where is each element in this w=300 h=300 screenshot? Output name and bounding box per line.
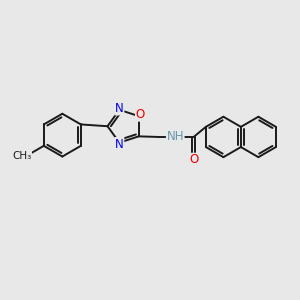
Text: N: N	[115, 138, 124, 151]
Text: NH: NH	[167, 130, 184, 143]
Text: O: O	[189, 153, 198, 166]
Text: CH₃: CH₃	[12, 151, 32, 161]
Text: N: N	[115, 102, 124, 115]
Text: O: O	[136, 108, 145, 121]
